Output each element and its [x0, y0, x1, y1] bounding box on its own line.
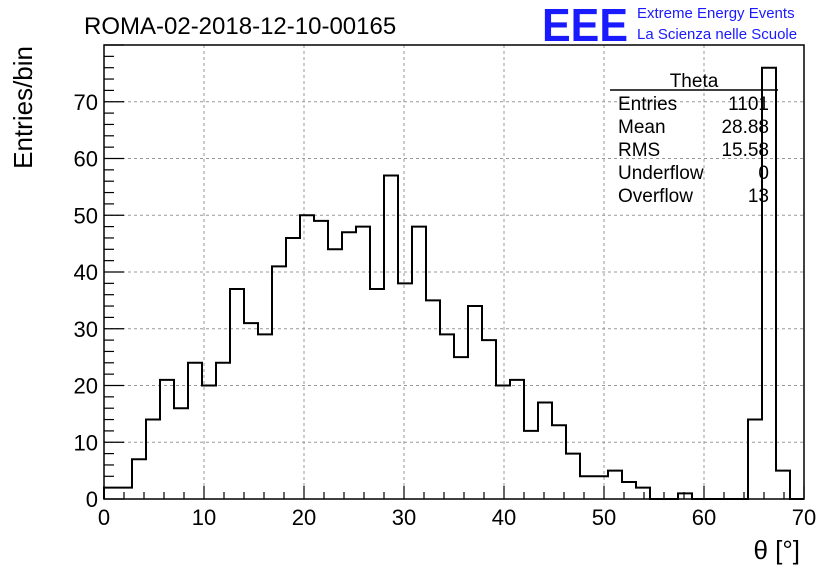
histogram-bin	[286, 238, 300, 499]
x-tick-label: 70	[792, 505, 816, 530]
y-tick-label: 60	[74, 147, 98, 172]
histogram-bin	[370, 289, 384, 499]
histogram-bin	[580, 476, 594, 499]
histogram-bin	[384, 176, 398, 499]
histogram-bin	[524, 431, 538, 499]
x-tick-label: 50	[592, 505, 616, 530]
stats-box-title: Theta	[670, 71, 719, 92]
histogram-bin	[356, 227, 370, 499]
histogram-bin	[538, 403, 552, 499]
y-tick-label: 30	[74, 317, 98, 342]
histogram-bin	[160, 380, 174, 499]
y-tick-label: 0	[86, 487, 98, 512]
histogram-bin	[244, 323, 258, 499]
histogram-bin	[314, 221, 328, 499]
y-tick-label: 10	[74, 430, 98, 455]
x-tick-label: 0	[98, 505, 110, 530]
histogram-bin	[118, 488, 132, 499]
x-tick-label: 60	[692, 505, 716, 530]
stats-row-label: Underflow	[618, 163, 704, 184]
histogram-bin	[608, 471, 622, 499]
x-tick-label: 20	[292, 505, 316, 530]
logo-line-1: Extreme Energy Events	[637, 5, 795, 22]
y-tick-label: 20	[74, 374, 98, 399]
histogram-bin	[188, 363, 202, 499]
histogram-bin	[174, 408, 188, 499]
eee-logo: EEE Extreme Energy Events La Scienza nel…	[542, 0, 797, 51]
y-tick-label: 40	[74, 260, 98, 285]
histogram-bins	[104, 68, 790, 499]
eee-logo-mark: EEE	[542, 0, 628, 51]
stats-row-value: 0	[758, 163, 769, 184]
stats-row-value: 13	[748, 186, 769, 207]
y-axis-label: Entries/bin	[8, 46, 38, 169]
histogram-bin	[272, 266, 286, 499]
stats-row-label: Overflow	[618, 186, 693, 207]
histogram-bin	[468, 306, 482, 499]
x-axis: 0 10 20 30 40 50 60 70	[98, 486, 816, 530]
histogram-bin	[594, 476, 608, 499]
stats-row-label: RMS	[618, 140, 660, 161]
histogram-bin	[104, 488, 118, 499]
stats-row-value: 1101	[728, 94, 769, 115]
histogram-bin	[300, 215, 314, 499]
histogram-bin	[454, 357, 468, 499]
histogram-bin	[636, 488, 650, 499]
histogram-bin	[146, 420, 160, 499]
stats-row-value: 15.58	[721, 140, 769, 161]
histogram-bin	[482, 340, 496, 499]
histogram-series	[103, 66, 804, 500]
y-tick-label: 70	[74, 90, 98, 115]
histogram-bin	[566, 454, 580, 499]
stats-row-value: 28.88	[721, 117, 769, 138]
histogram-bin	[258, 334, 272, 499]
histogram-bin	[748, 420, 762, 499]
y-axis: 0 10 20 30 40 50 60 70	[74, 44, 124, 512]
histogram-bin	[216, 363, 230, 499]
stats-box: Theta Entries 1101 Mean 28.88 RMS 15.58 Underf…	[610, 71, 778, 207]
chart-title: ROMA-02-2018-12-10-00165	[84, 13, 396, 40]
logo-line-2: La Scienza nelle Scuole	[637, 26, 797, 43]
histogram-bin	[552, 425, 566, 499]
stats-row-label: Mean	[618, 117, 666, 138]
histogram-bin	[230, 289, 244, 499]
x-tick-label: 40	[492, 505, 516, 530]
histogram-bin	[412, 227, 426, 499]
histogram-bin	[328, 249, 342, 499]
stats-row-label: Entries	[618, 94, 677, 115]
histogram-bin	[510, 380, 524, 499]
histogram-bin	[426, 300, 440, 499]
grid-lines	[104, 45, 804, 499]
y-tick-label: 50	[74, 203, 98, 228]
x-axis-label: θ [°]	[753, 535, 800, 565]
x-tick-label: 30	[392, 505, 416, 530]
histogram-bin	[398, 283, 412, 499]
histogram-bin	[440, 334, 454, 499]
histogram-bin	[776, 471, 790, 499]
x-tick-label: 10	[192, 505, 216, 530]
